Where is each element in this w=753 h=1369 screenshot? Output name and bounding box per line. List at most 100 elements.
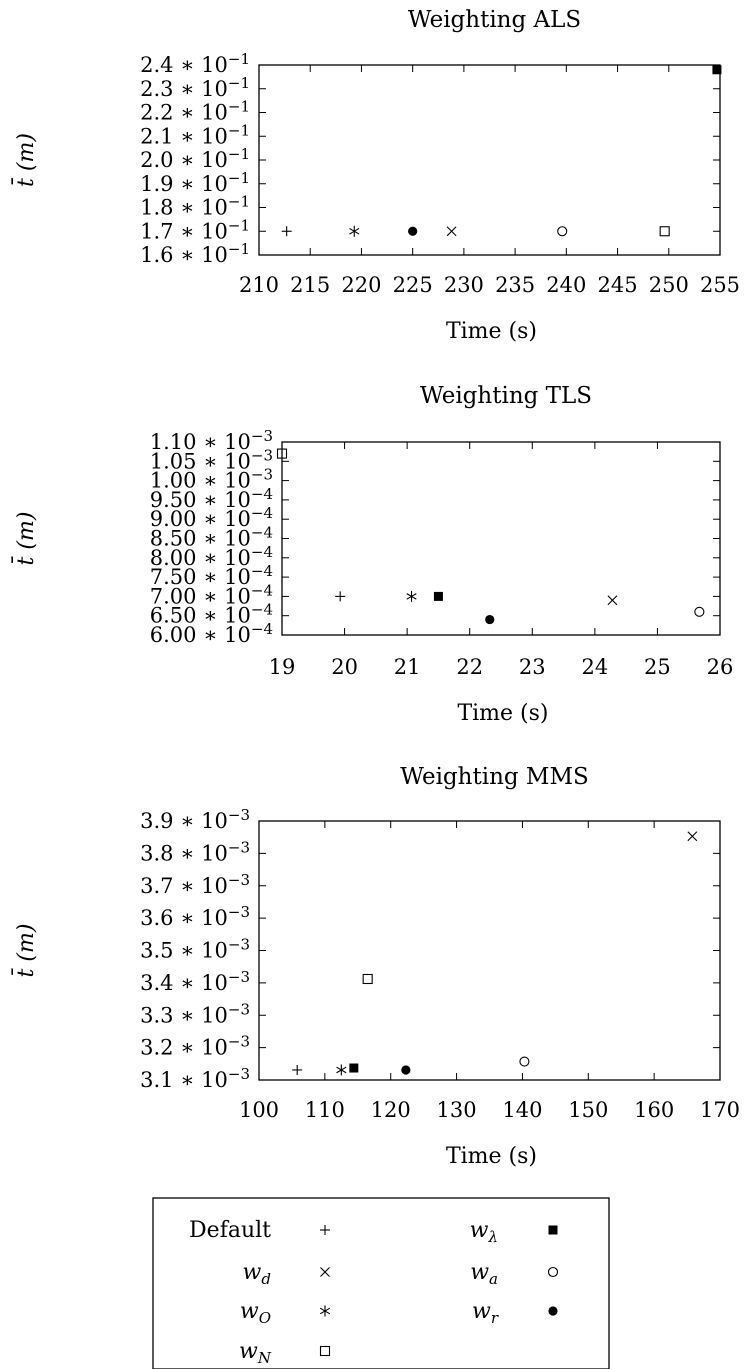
x-tick-label: 235 [495, 273, 535, 297]
legend-label: wλ [470, 1218, 498, 1246]
y-tick-label: 2.1 ∗ 10−1 [140, 121, 250, 148]
y-tick-label: 1.8 ∗ 10−1 [140, 193, 250, 220]
x-tick-label: 255 [700, 273, 740, 297]
x-tick-label: 250 [649, 273, 689, 297]
data-point-open-circle [557, 226, 568, 237]
x-tick-label: 210 [239, 273, 279, 297]
legend: Default wd wO wN wλ wa wr [152, 1197, 610, 1369]
x-tick-label: 24 [581, 655, 608, 679]
y-tick-label: 6.50 ∗ 10−4 [150, 601, 273, 628]
y-tick-label: 1.6 ∗ 10−1 [140, 240, 250, 267]
y-tick-label: 2.0 ∗ 10−1 [140, 145, 250, 172]
x-tick-label: 100 [239, 1098, 279, 1122]
y-tick-label: 3.2 ∗ 10−3 [140, 1033, 250, 1060]
x-tick-label: 25 [644, 655, 671, 679]
y-tick-label: 7.50 ∗ 10−4 [150, 562, 273, 589]
x-axis-label: Time (s) [457, 701, 548, 726]
data-point-filled-circle [408, 226, 418, 236]
x-tick-label: 19 [269, 655, 296, 679]
data-point-plus [292, 1064, 303, 1075]
chart-title: Weighting TLS [420, 383, 592, 409]
data-point-cross [607, 595, 618, 606]
x-tick-label: 120 [371, 1098, 411, 1122]
x-tick-label: 170 [700, 1098, 740, 1122]
y-tick-label: 3.6 ∗ 10−3 [140, 903, 250, 930]
legend-marker-filled-circle [548, 1306, 558, 1316]
legend-label: wd [243, 1260, 271, 1288]
chart-1: Weighting ALS 210 215 220 225 230 235 240 245 250… [11, 7, 740, 344]
data-point-asterisk [336, 1064, 347, 1076]
data-point-open-square [659, 226, 670, 237]
y-axis-label: t̄ (m) [11, 924, 39, 978]
y-tick-label: 3.1 ∗ 10−3 [140, 1065, 250, 1092]
legend-label: wr [472, 1299, 499, 1327]
y-tick-label: 3.5 ∗ 10−3 [140, 936, 250, 963]
data-point-plus [281, 226, 292, 237]
x-tick-label: 21 [394, 655, 421, 679]
y-tick-label: 3.3 ∗ 10−3 [140, 1000, 250, 1027]
plot-frame [258, 820, 721, 1081]
legend-marker-plus [320, 1225, 330, 1235]
data-point-open-square [362, 973, 373, 985]
x-tick-label: 23 [519, 655, 546, 679]
x-tick-label: 230 [444, 273, 484, 297]
x-tick-label: 140 [502, 1098, 542, 1122]
y-tick-label: 1.10 ∗ 10−3 [150, 427, 273, 454]
y-axis-label: t̄ (m) [11, 133, 39, 187]
y-tick-label: 9.50 ∗ 10−4 [150, 485, 273, 512]
legend-marker-cross [320, 1267, 330, 1277]
y-axis-label: t̄ (m) [11, 512, 39, 566]
plot-frame [258, 64, 721, 256]
x-tick-label: 150 [568, 1098, 608, 1122]
y-tick-label: 3.8 ∗ 10−3 [140, 838, 250, 865]
data-point-asterisk [406, 590, 417, 602]
x-tick-label: 220 [341, 273, 381, 297]
x-tick-label: 110 [305, 1098, 345, 1122]
y-tick-label: 8.00 ∗ 10−4 [150, 543, 273, 570]
legend-marker-open-square [319, 1345, 331, 1357]
data-point-filled-square [433, 591, 443, 601]
y-tick-label: 1.05 ∗ 10−3 [150, 446, 273, 473]
chart-title: Weighting ALS [408, 7, 581, 33]
chart-2: Weighting TLS 19 20 21 22 23 24 25 26 1.10 ∗ 10−3… [11, 383, 733, 726]
legend-marker-asterisk [319, 1305, 331, 1317]
y-tick-label: 9.00 ∗ 10−4 [150, 504, 273, 531]
x-tick-label: 240 [546, 273, 586, 297]
y-tick-label: 8.50 ∗ 10−4 [150, 524, 273, 551]
chart-3: Weighting MMS 100 110 120 130 140 150 160 170 3.9… [11, 764, 740, 1169]
data-point-plus [335, 591, 346, 602]
chart-title: Weighting MMS [400, 764, 589, 790]
data-point-open-circle [694, 606, 705, 617]
x-tick-label: 130 [437, 1098, 477, 1122]
legend-marker-filled-square [548, 1225, 558, 1235]
data-point-filled-square [349, 1063, 359, 1073]
x-tick-label: 22 [456, 655, 483, 679]
data-point-cross [446, 226, 457, 237]
x-axis-label: Time (s) [446, 319, 537, 344]
data-point-open-square [276, 448, 288, 459]
legend-label: Default [189, 1218, 271, 1243]
x-tick-label: 20 [331, 655, 358, 679]
legend-label: wO [240, 1299, 271, 1327]
x-tick-label: 160 [634, 1098, 674, 1122]
y-tick-label: 7.00 ∗ 10−4 [150, 581, 273, 608]
x-tick-label: 215 [290, 273, 330, 297]
data-point-filled-circle [401, 1065, 411, 1075]
data-point-filled-circle [485, 614, 495, 625]
x-tick-label: 245 [598, 273, 638, 297]
data-point-cross [687, 831, 698, 842]
x-tick-label: 225 [393, 273, 433, 297]
y-tick-label: 1.00 ∗ 10−3 [150, 466, 273, 493]
legend-label: wN [239, 1339, 272, 1367]
data-point-asterisk [349, 225, 360, 237]
y-tick-label: 1.7 ∗ 10−1 [140, 216, 250, 243]
y-tick-label: 2.4 ∗ 10−1 [140, 50, 250, 77]
data-point-filled-square [712, 65, 722, 75]
y-tick-label: 6.00 ∗ 10−4 [150, 620, 273, 647]
legend-box [152, 1197, 610, 1369]
y-tick-label: 2.2 ∗ 10−1 [140, 98, 250, 125]
legend-marker-open-circle [547, 1266, 559, 1278]
y-tick-label: 1.9 ∗ 10−1 [140, 169, 250, 196]
y-tick-label: 3.9 ∗ 10−3 [140, 806, 250, 833]
